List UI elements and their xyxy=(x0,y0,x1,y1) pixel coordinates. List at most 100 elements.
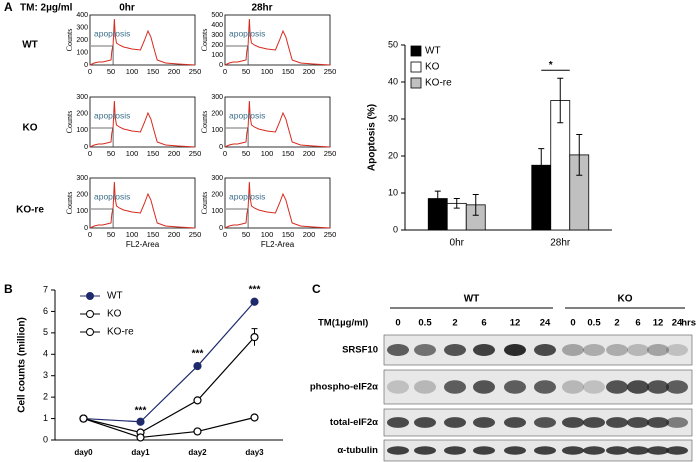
x-tick-label: 200 xyxy=(303,149,316,158)
histogram-curve xyxy=(224,181,331,229)
y-tick-label: 0 xyxy=(219,62,223,69)
band xyxy=(583,344,605,356)
y-axis-label: Counts xyxy=(65,111,74,134)
band xyxy=(647,344,669,356)
y-tick-label: 0 xyxy=(43,434,48,444)
band xyxy=(627,380,649,394)
panel-label: B xyxy=(4,282,13,296)
y-axis-label: Counts xyxy=(200,192,209,215)
y-tick-label: 10 xyxy=(388,187,398,197)
histogram-frame xyxy=(89,14,196,66)
band xyxy=(627,417,649,428)
gate-label: apoptosis xyxy=(229,28,265,38)
group-label: KO xyxy=(618,294,633,305)
error-bar xyxy=(538,148,545,183)
y-tick-label: 0 xyxy=(219,225,223,232)
error-bar xyxy=(557,77,564,124)
band xyxy=(414,380,436,394)
y-tick-label: 100 xyxy=(76,208,88,215)
band xyxy=(627,344,649,356)
y-tick-label: 3 xyxy=(43,370,48,380)
y-tick-label: 300 xyxy=(211,175,223,182)
band xyxy=(473,417,495,428)
histogram-curve xyxy=(224,18,331,66)
x-tick-label: 0 xyxy=(223,149,227,158)
band xyxy=(606,446,628,455)
legend-swatch xyxy=(410,77,422,89)
band xyxy=(606,344,628,356)
gate xyxy=(91,208,114,228)
marker xyxy=(193,361,202,371)
marker xyxy=(250,297,259,306)
y-axis-label: Counts xyxy=(200,29,209,52)
error-bar xyxy=(472,193,479,216)
y-axis-label: Counts xyxy=(65,192,74,215)
band xyxy=(647,417,669,428)
x-tick-label: 150 xyxy=(282,230,295,239)
x-tick-label: 100 xyxy=(126,67,139,76)
x-tick-label: 100 xyxy=(126,230,139,239)
x-tick-label: 0 xyxy=(88,67,92,76)
x-tick-label: 150 xyxy=(147,149,160,158)
band xyxy=(606,417,628,428)
y-tick-label: 100 xyxy=(76,127,88,134)
y-tick-label: 200 xyxy=(211,111,223,118)
y-axis-label: Cell counts (million) xyxy=(17,317,28,413)
lane-label: 2 xyxy=(452,318,457,329)
y-tick-label: 4 xyxy=(43,349,48,359)
band xyxy=(562,380,584,394)
band xyxy=(666,344,688,356)
band xyxy=(414,417,436,428)
histogram-frame xyxy=(224,177,331,229)
band xyxy=(414,446,436,455)
legend-swatch xyxy=(410,45,422,57)
x-tick-label: 100 xyxy=(261,230,274,239)
x-tick-label: 0 xyxy=(88,149,92,158)
x-tick-label: 50 xyxy=(242,149,250,158)
x-tick-label: day1 xyxy=(131,448,150,457)
x-tick-label: 28hr xyxy=(550,238,571,249)
x-axis-label: FL2-Area xyxy=(126,240,160,249)
x-tick-label: day2 xyxy=(188,448,207,457)
y-tick-label: 100 xyxy=(211,208,223,215)
column-label: 28hr xyxy=(251,3,272,14)
y-tick-label: 0 xyxy=(393,224,398,234)
y-tick-label: 200 xyxy=(211,42,223,49)
column-label: 0hr xyxy=(119,3,135,14)
y-tick-label: 0 xyxy=(219,144,223,151)
y-tick-label: 100 xyxy=(211,52,223,59)
x-tick-label: 150 xyxy=(147,67,160,76)
band xyxy=(666,380,688,394)
y-tick-label: 6 xyxy=(43,306,48,316)
x-tick-label: 250 xyxy=(324,230,337,239)
y-tick-label: 200 xyxy=(76,37,88,44)
annotation: *** xyxy=(192,349,204,360)
band xyxy=(387,344,409,356)
treatment: TM: 2µg/ml xyxy=(20,3,73,14)
legend-label: WT xyxy=(107,291,123,302)
histogram-curve xyxy=(89,100,196,148)
y-tick-label: 300 xyxy=(211,94,223,101)
lane-label: 6 xyxy=(635,318,640,329)
x-tick-label: 100 xyxy=(261,67,274,76)
error-bar xyxy=(434,190,441,207)
band xyxy=(473,446,495,455)
band xyxy=(414,344,436,356)
y-tick-label: 0 xyxy=(84,62,88,69)
marker xyxy=(136,417,145,426)
x-tick-label: 100 xyxy=(261,149,274,158)
band xyxy=(444,380,466,394)
band xyxy=(444,417,466,428)
lane-label: 12 xyxy=(653,318,664,329)
panel-label: C xyxy=(312,282,321,296)
row-label: KO-re xyxy=(16,205,44,216)
row-label: WT xyxy=(22,40,38,51)
band xyxy=(444,446,466,455)
marker xyxy=(193,396,202,405)
band xyxy=(504,446,526,455)
band xyxy=(562,417,584,428)
histogram-curve xyxy=(89,18,196,66)
y-tick-label: 5 xyxy=(43,327,48,337)
y-tick-label: 0 xyxy=(84,225,88,232)
y-tick-label: 300 xyxy=(76,94,88,101)
